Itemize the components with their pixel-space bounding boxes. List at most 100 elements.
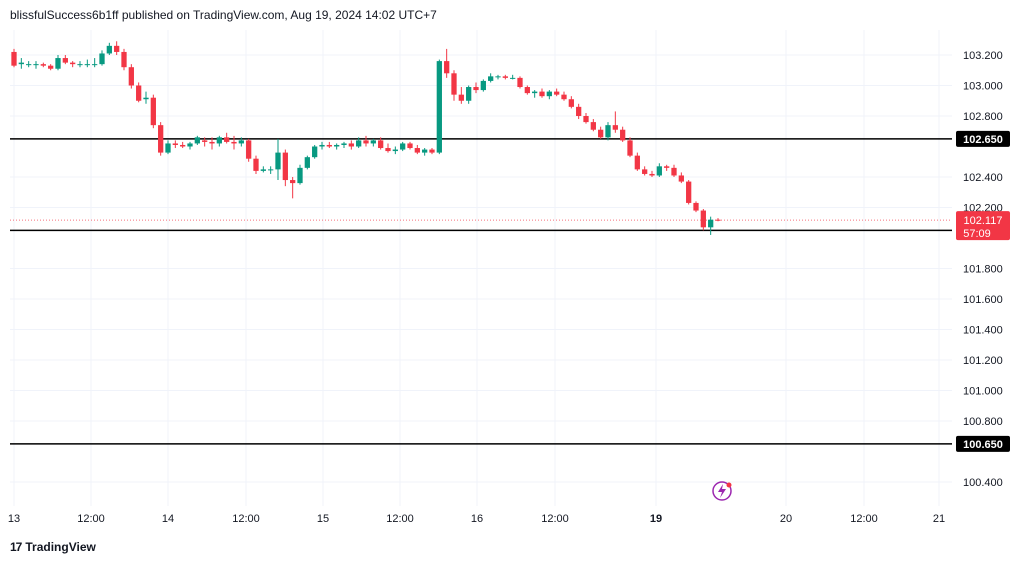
level-badge-label: 102.650: [963, 134, 1003, 146]
candle-down: [209, 141, 215, 144]
candle-down: [414, 148, 420, 153]
level-badge-label: 100.650: [963, 439, 1003, 451]
candle-up: [55, 58, 61, 69]
candle-up: [605, 125, 611, 138]
candle-down: [598, 129, 604, 138]
footer-brand[interactable]: 17 TradingView: [10, 540, 96, 554]
candle-down: [378, 140, 384, 149]
candle-up: [436, 61, 442, 153]
candle-down: [224, 137, 230, 142]
candle-up: [708, 219, 714, 228]
candle-up: [106, 45, 112, 54]
candle-down: [407, 143, 413, 149]
time-axis[interactable]: 13 12:00 14 12:00 15 12:00 16 12:00 19 20 12:00 21: [8, 513, 945, 525]
candle-up: [370, 140, 376, 144]
candle-down: [664, 166, 670, 168]
price-tick-label: 101.800: [963, 264, 1003, 276]
candle-up: [92, 64, 98, 66]
candle-down: [40, 64, 46, 66]
candle-up: [297, 167, 303, 184]
time-tick-label: 12:00: [850, 513, 878, 525]
candlestick-series: [11, 41, 721, 235]
price-tick-label: 102.800: [963, 111, 1003, 123]
candle-down: [114, 45, 120, 52]
flash-icon[interactable]: [712, 481, 732, 501]
price-tick-label: 101.200: [963, 355, 1003, 367]
candle-down: [554, 91, 560, 95]
price-tick-label: 100.400: [963, 477, 1003, 489]
price-tick-label: 101.000: [963, 386, 1003, 398]
candle-down: [539, 91, 545, 97]
candle-down: [290, 180, 296, 184]
chart-grid: [10, 30, 952, 506]
candle-down: [568, 99, 574, 107]
candle-down: [627, 140, 633, 156]
candle-down: [686, 181, 692, 203]
time-tick-label: 12:00: [77, 513, 105, 525]
candle-down: [385, 148, 391, 152]
price-tick-label: 102.400: [963, 172, 1003, 184]
candle-up: [77, 64, 83, 66]
time-tick-label: 19: [650, 513, 662, 525]
candle-down: [150, 97, 156, 126]
candle-down: [458, 94, 464, 101]
candle-up: [84, 64, 90, 66]
candle-down: [590, 122, 596, 130]
candle-down: [326, 144, 332, 147]
candle-up: [400, 143, 406, 150]
price-tick-label: 100.800: [963, 416, 1003, 428]
candle-up: [238, 140, 244, 144]
candle-up: [656, 166, 662, 176]
candle-up: [268, 169, 274, 171]
candle-up: [466, 87, 472, 101]
candle-down: [517, 77, 523, 88]
candle-up: [26, 64, 32, 66]
candle-up: [99, 53, 105, 65]
last-price-badge: [956, 211, 1010, 241]
candle-up: [319, 144, 325, 147]
candle-up: [312, 146, 318, 158]
time-tick-label: 13: [8, 513, 20, 525]
candle-down: [576, 106, 582, 116]
candle-up: [480, 80, 486, 91]
candle-down: [70, 62, 76, 65]
candle-down: [136, 85, 142, 101]
candle-up: [194, 137, 200, 144]
candle-down: [524, 87, 530, 94]
candle-down: [444, 61, 450, 74]
candle-down: [128, 67, 134, 86]
candle-down: [649, 173, 655, 176]
candle-down: [253, 158, 259, 171]
candle-down: [642, 169, 648, 174]
level-badge: [956, 435, 1010, 452]
price-tick-label: 101.400: [963, 325, 1003, 337]
candle-down: [634, 155, 640, 170]
candle-down: [451, 73, 457, 95]
time-tick-label: 12:00: [541, 513, 569, 525]
time-tick-label: 12:00: [232, 513, 260, 525]
price-tick-label: 103.000: [963, 81, 1003, 93]
publisher-header: blissfulSuccess6b1ff published on Tradin…: [10, 8, 437, 22]
candle-up: [275, 152, 281, 170]
candle-down: [202, 140, 208, 142]
candle-up: [334, 144, 340, 147]
candle-down: [429, 149, 435, 153]
candle-down: [172, 143, 178, 145]
candle-down: [282, 152, 288, 181]
time-tick-label: 12:00: [386, 513, 414, 525]
candle-up: [304, 157, 310, 168]
candle-up: [356, 140, 362, 147]
candle-down: [62, 58, 68, 63]
candle-down: [715, 219, 721, 221]
candle-up: [165, 143, 171, 153]
brand-name: TradingView: [25, 540, 96, 554]
candle-down: [231, 141, 237, 144]
last-price-label: 102.117: [964, 215, 1003, 227]
price-axis[interactable]: 103.200103.000102.800102.400102.200101.8…: [963, 50, 1003, 489]
candle-up: [260, 169, 266, 171]
candle-down: [693, 202, 699, 211]
candle-up: [33, 64, 39, 66]
time-tick-label: 20: [780, 513, 792, 525]
candle-down: [612, 125, 618, 130]
